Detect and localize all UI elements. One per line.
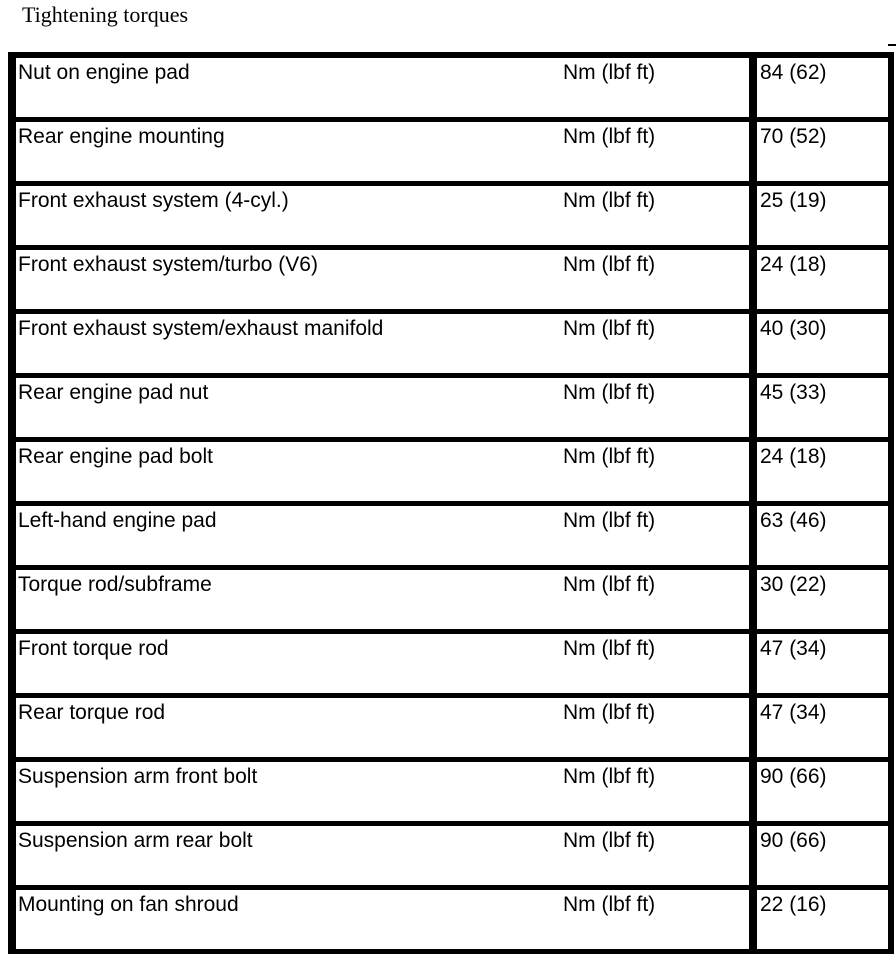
item-name: Nut on engine pad bbox=[18, 61, 190, 84]
torque-value: 40 (30) bbox=[760, 317, 827, 340]
table-row: Front exhaust system/exhaust manifold Nm … bbox=[16, 314, 888, 378]
table-row: Torque rod/subframe Nm (lbf ft) 30 (22) bbox=[16, 570, 888, 634]
unit-label: Nm (lbf ft) bbox=[563, 61, 656, 84]
unit-label: Nm (lbf ft) bbox=[563, 125, 656, 148]
item-name: Mounting on fan shroud bbox=[18, 893, 239, 916]
torque-value: 24 (18) bbox=[760, 445, 827, 468]
table-row: Left-hand engine pad Nm (lbf ft) 63 (46) bbox=[16, 506, 888, 570]
item-name: Torque rod/subframe bbox=[18, 573, 212, 596]
unit-label: Nm (lbf ft) bbox=[563, 701, 656, 724]
unit-label: Nm (lbf ft) bbox=[563, 765, 656, 788]
table-row: Mounting on fan shroud Nm (lbf ft) 22 (16) bbox=[16, 890, 888, 954]
column-divider bbox=[749, 634, 757, 693]
unit-label: Nm (lbf ft) bbox=[563, 253, 656, 276]
unit-label: Nm (lbf ft) bbox=[563, 829, 656, 852]
torque-value: 84 (62) bbox=[760, 61, 827, 84]
unit-label: Nm (lbf ft) bbox=[563, 637, 656, 660]
table-row: Rear torque rod Nm (lbf ft) 47 (34) bbox=[16, 698, 888, 762]
column-divider bbox=[749, 314, 757, 373]
column-divider bbox=[749, 378, 757, 437]
torque-value: 90 (66) bbox=[760, 829, 827, 852]
torque-value: 45 (33) bbox=[760, 381, 827, 404]
unit-label: Nm (lbf ft) bbox=[563, 445, 656, 468]
item-name: Suspension arm front bolt bbox=[18, 765, 258, 788]
column-divider bbox=[749, 442, 757, 501]
item-name: Front exhaust system/exhaust manifold bbox=[18, 317, 384, 340]
item-name: Rear engine pad nut bbox=[18, 381, 209, 404]
table-row: Rear engine pad bolt Nm (lbf ft) 24 (18) bbox=[16, 442, 888, 506]
item-name: Suspension arm rear bolt bbox=[18, 829, 253, 852]
column-divider bbox=[749, 570, 757, 629]
torque-value: 24 (18) bbox=[760, 253, 827, 276]
item-name: Rear engine pad bolt bbox=[18, 445, 213, 468]
column-divider bbox=[749, 58, 757, 117]
unit-label: Nm (lbf ft) bbox=[563, 573, 656, 596]
table-row: Rear engine mounting Nm (lbf ft) 70 (52) bbox=[16, 122, 888, 186]
column-divider bbox=[749, 186, 757, 245]
item-name: Front torque rod bbox=[18, 637, 169, 660]
item-name: Rear engine mounting bbox=[18, 125, 225, 148]
table-row: Front exhaust system (4-cyl.) Nm (lbf ft)… bbox=[16, 186, 888, 250]
torque-table: Nut on engine pad Nm (lbf ft) 84 (62) Rear … bbox=[8, 52, 894, 954]
torque-value: 63 (46) bbox=[760, 509, 827, 532]
torque-value: 70 (52) bbox=[760, 125, 827, 148]
torque-value: 47 (34) bbox=[760, 637, 827, 660]
table-row: Front exhaust system/turbo (V6) Nm (lbf f… bbox=[16, 250, 888, 314]
unit-label: Nm (lbf ft) bbox=[563, 381, 656, 404]
unit-label: Nm (lbf ft) bbox=[563, 189, 656, 212]
torque-value: 30 (22) bbox=[760, 573, 827, 596]
column-divider bbox=[749, 250, 757, 309]
torque-value: 25 (19) bbox=[760, 189, 827, 212]
unit-label: Nm (lbf ft) bbox=[563, 317, 656, 340]
unit-label: Nm (lbf ft) bbox=[563, 509, 656, 532]
column-divider bbox=[749, 506, 757, 565]
column-divider bbox=[749, 762, 757, 821]
item-name: Left-hand engine pad bbox=[18, 509, 217, 532]
table-row: Suspension arm rear bolt Nm (lbf ft) 90 (6… bbox=[16, 826, 888, 890]
torque-value: 47 (34) bbox=[760, 701, 827, 724]
item-name: Front exhaust system/turbo (V6) bbox=[18, 253, 318, 276]
column-divider bbox=[749, 122, 757, 181]
table-row: Nut on engine pad Nm (lbf ft) 84 (62) bbox=[16, 58, 888, 122]
column-divider bbox=[749, 826, 757, 885]
table-row: Rear engine pad nut Nm (lbf ft) 45 (33) bbox=[16, 378, 888, 442]
divider bbox=[888, 44, 896, 46]
page-title: Tightening torques bbox=[22, 2, 189, 27]
item-name: Front exhaust system (4-cyl.) bbox=[18, 189, 289, 212]
torque-value: 22 (16) bbox=[760, 893, 827, 916]
item-name: Rear torque rod bbox=[18, 701, 166, 724]
table-row: Suspension arm front bolt Nm (lbf ft) 90 (… bbox=[16, 762, 888, 826]
column-divider bbox=[749, 698, 757, 757]
table-row: Front torque rod Nm (lbf ft) 47 (34) bbox=[16, 634, 888, 698]
unit-label: Nm (lbf ft) bbox=[563, 893, 656, 916]
torque-value: 90 (66) bbox=[760, 765, 827, 788]
column-divider bbox=[749, 890, 757, 949]
